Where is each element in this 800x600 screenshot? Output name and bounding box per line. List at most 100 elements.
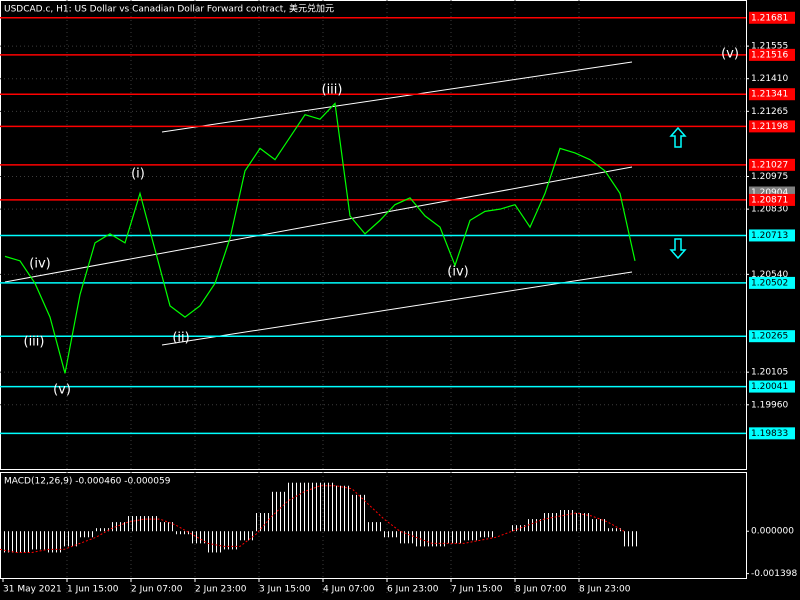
x-tick-label: 1 Jun 15:00	[67, 585, 119, 595]
macd-bar	[528, 519, 544, 532]
macd-bar	[448, 531, 464, 544]
x-tick-label: 2 Jun 23:00	[195, 585, 247, 595]
trend-line	[4, 166, 633, 283]
wave-label: (v)	[53, 383, 71, 398]
level-label: 1.20713	[751, 231, 788, 241]
macd-bar	[544, 513, 560, 532]
x-tick-label: 3 Jun 15:00	[259, 585, 311, 595]
macd-bar	[480, 531, 496, 538]
macd-bar	[16, 531, 32, 553]
level-label: 1.20904	[751, 188, 788, 198]
price-line	[4, 102, 636, 374]
macd-bar	[96, 528, 112, 532]
level-label-box	[749, 276, 795, 289]
macd-frame	[0, 472, 747, 579]
x-tick-label: 4 Jun 07:00	[323, 585, 375, 595]
macd-bar	[560, 509, 576, 532]
macd-bar	[320, 482, 336, 532]
macd-bar	[64, 531, 80, 547]
macd-bar	[32, 531, 48, 550]
level-label-box	[749, 88, 795, 101]
x-tick-label: 2 Jun 07:00	[131, 585, 183, 595]
macd-bar	[272, 491, 288, 532]
level-label-box	[749, 330, 795, 343]
level-label: 1.21198	[751, 122, 788, 132]
macd-bar	[160, 522, 176, 532]
up-arrow	[669, 126, 687, 148]
level-label: 1.20041	[751, 382, 788, 392]
x-tick-label: 6 Jun 23:00	[387, 585, 439, 595]
y-tick-label: 1.21410	[751, 74, 788, 84]
level-label: 1.20871	[751, 195, 788, 205]
macd-bar	[512, 525, 528, 532]
macd-bar	[464, 531, 480, 541]
macd-bar	[416, 531, 432, 547]
y-tick-label: 0.000000	[751, 527, 794, 537]
grid	[0, 0, 746, 594]
x-tick-label: 7 Jun 15:00	[451, 585, 503, 595]
macd-bar	[432, 531, 448, 547]
trend-line	[161, 271, 633, 346]
y-tick-label: 1.21555	[751, 42, 788, 52]
wave-label: (iii)	[322, 83, 343, 98]
wave-label: (iv)	[29, 257, 50, 272]
x-tick-label: 8 Jun 23:00	[579, 585, 631, 595]
level-label-box	[749, 120, 795, 133]
macd-bar	[592, 519, 608, 532]
macd-label: MACD(12,26,9) -0.000460 -0.000059	[4, 477, 171, 487]
macd-bar	[224, 531, 240, 550]
trend-line	[161, 61, 633, 133]
wave-label: (iv)	[447, 265, 468, 280]
macd-bar	[80, 531, 96, 538]
macd-bar	[208, 531, 224, 553]
level-label: 1.20265	[751, 332, 788, 342]
macd-bar	[336, 485, 352, 532]
macd-bar	[112, 522, 128, 532]
y-tick-label: 1.20540	[751, 270, 788, 280]
level-label-box	[749, 11, 795, 24]
x-tick-label: 8 Jun 07:00	[515, 585, 567, 595]
down-arrow	[669, 238, 687, 260]
wave-label: (ii)	[172, 331, 189, 346]
chart-title: USDCAD.c, H1: US Dollar vs Canadian Doll…	[4, 3, 334, 15]
level-label-box	[749, 229, 795, 242]
macd-bar	[352, 494, 368, 532]
macd-bar	[576, 513, 592, 532]
y-tick-label: 1.20830	[751, 205, 788, 215]
y-tick-label: 1.20975	[751, 172, 788, 182]
wave-label: (i)	[131, 167, 145, 182]
macd-bar	[144, 516, 160, 532]
wave-label: (iii)	[24, 335, 45, 350]
macd-bar	[368, 522, 384, 532]
macd-bar	[608, 528, 624, 532]
level-label: 1.21681	[751, 13, 788, 23]
macd-bar	[0, 531, 16, 553]
macd-bar	[176, 531, 192, 535]
macd-bar	[256, 513, 272, 532]
macd-bar	[384, 531, 400, 538]
level-label: 1.21027	[751, 160, 788, 170]
macd-bar	[192, 531, 208, 544]
level-label-box	[749, 158, 795, 171]
macd-bar	[400, 531, 416, 544]
y-tick-label: 1.20105	[751, 368, 788, 378]
wave-label: (v)	[721, 47, 739, 62]
x-tick-label: 31 May 2021	[3, 585, 62, 595]
macd-bar	[624, 531, 640, 547]
macd-bar	[128, 516, 144, 532]
level-label-box	[749, 427, 795, 440]
level-label: 1.21341	[751, 90, 788, 100]
macd-bar	[240, 531, 256, 541]
macd-bar	[288, 482, 304, 532]
level-label: 1.20502	[751, 278, 788, 288]
macd-bar	[304, 482, 320, 532]
y-tick-label: -0.001398	[751, 569, 797, 579]
level-label: 1.21516	[751, 50, 788, 60]
macd-bar	[48, 531, 64, 553]
level-label: 1.19833	[751, 429, 788, 439]
level-label-box	[749, 380, 795, 393]
level-label-box	[749, 193, 795, 206]
y-tick-label: 1.21265	[751, 107, 788, 117]
